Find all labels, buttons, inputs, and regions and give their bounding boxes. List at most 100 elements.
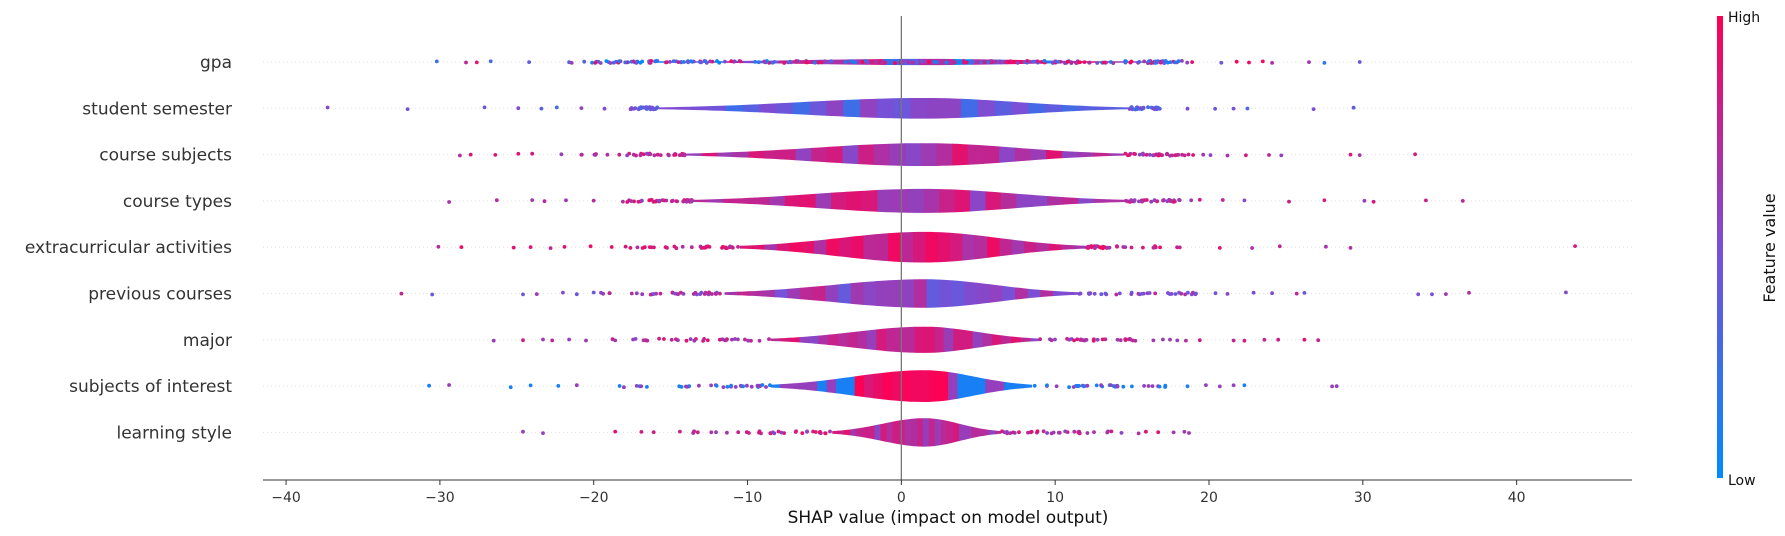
violin-band: [965, 418, 972, 447]
violin-band: [910, 98, 928, 119]
shap-point: [1573, 244, 1577, 249]
violin-band: [1078, 98, 1096, 119]
shap-point: [1140, 199, 1144, 204]
shap-point: [1011, 430, 1015, 435]
shap-point: [1063, 429, 1068, 434]
shap-points: [427, 383, 1339, 390]
shap-point: [1244, 153, 1248, 158]
shap-point: [1133, 107, 1138, 112]
violin-band: [832, 418, 839, 447]
shap-point: [663, 245, 668, 250]
shap-point: [736, 245, 740, 249]
violin-band: [762, 279, 776, 308]
shap-point: [1180, 152, 1184, 157]
shap-point: [952, 60, 957, 65]
shap-points: [325, 105, 1356, 112]
shap-point: [693, 290, 698, 295]
violin-band: [1013, 370, 1024, 402]
shap-point: [548, 246, 553, 251]
shap-point: [1204, 383, 1208, 387]
shap-point: [728, 244, 732, 249]
shap-point: [647, 198, 652, 203]
violin-band: [787, 279, 801, 308]
violin-band: [809, 326, 820, 353]
violin-band: [846, 188, 863, 213]
shap-point: [676, 60, 681, 64]
shap-point: [530, 198, 535, 203]
shap-point: [741, 384, 745, 389]
shap-point: [1118, 338, 1123, 343]
shap-point: [1157, 106, 1162, 111]
shap-point: [1307, 60, 1311, 64]
shap-point: [725, 430, 729, 435]
violin-band: [985, 370, 996, 402]
violin-band: [1000, 188, 1017, 213]
shap-point: [1225, 292, 1230, 296]
shap-point: [634, 384, 639, 388]
shap-point: [648, 152, 653, 157]
shap-point: [674, 337, 678, 342]
shap-point: [1056, 430, 1061, 435]
shap-point: [631, 59, 636, 64]
shap-point: [1348, 246, 1353, 250]
feature-row: [263, 98, 1632, 119]
shap-point: [1302, 337, 1307, 342]
violin-band: [817, 370, 828, 402]
shap-point: [720, 245, 725, 250]
shap-point: [1147, 152, 1152, 157]
shap-point: [617, 59, 622, 64]
shap-point: [725, 246, 729, 251]
shap-point: [1111, 61, 1116, 65]
shap-point: [640, 246, 645, 250]
violin-band: [989, 279, 1004, 308]
shap-point: [733, 385, 738, 389]
violin-band: [901, 279, 915, 308]
violin-band: [962, 231, 976, 263]
shap-points: [436, 244, 1577, 251]
violin-band: [905, 326, 916, 353]
shap-point: [1093, 246, 1097, 251]
shap-point: [1467, 290, 1471, 295]
shap-point: [1056, 60, 1061, 64]
shap-point: [1190, 60, 1194, 64]
violin-band: [776, 231, 790, 263]
shap-point: [639, 430, 644, 434]
shap-point: [644, 105, 649, 110]
shap-point: [1166, 291, 1170, 295]
violin-band: [923, 188, 940, 213]
violin-body: [770, 370, 1033, 402]
shap-point: [1094, 383, 1099, 388]
shap-point: [1175, 338, 1180, 343]
violin-band: [779, 370, 790, 402]
shap-point: [1087, 60, 1092, 65]
shap-point: [1126, 337, 1131, 342]
violin-band: [904, 418, 912, 447]
shap-points: [491, 336, 1321, 343]
shap-point: [1173, 292, 1178, 296]
feature-label: major: [183, 331, 232, 351]
x-tick-label: 40: [1508, 490, 1526, 506]
shap-point: [1137, 199, 1141, 204]
shap-point: [1250, 246, 1254, 250]
violin-band: [701, 143, 718, 166]
shap-point: [1187, 431, 1191, 435]
shap-point: [702, 337, 706, 341]
violin-band: [939, 188, 956, 213]
shap-point: [653, 59, 658, 64]
violin-band: [938, 370, 949, 402]
shap-point: [541, 431, 545, 435]
shap-point: [1371, 199, 1376, 204]
shap-point: [668, 60, 672, 64]
shap-point: [591, 290, 596, 295]
violin-band: [936, 143, 953, 166]
shap-point: [970, 59, 975, 64]
violin-body: [739, 231, 1086, 263]
shap-point: [714, 292, 718, 296]
shap-points: [458, 151, 1417, 158]
shap-point: [1045, 383, 1049, 388]
shap-point: [1084, 338, 1089, 342]
x-tick-label: 10: [1046, 490, 1064, 506]
shap-point: [1138, 106, 1143, 110]
feature-rows: [263, 58, 1632, 447]
shap-point: [1137, 60, 1142, 64]
